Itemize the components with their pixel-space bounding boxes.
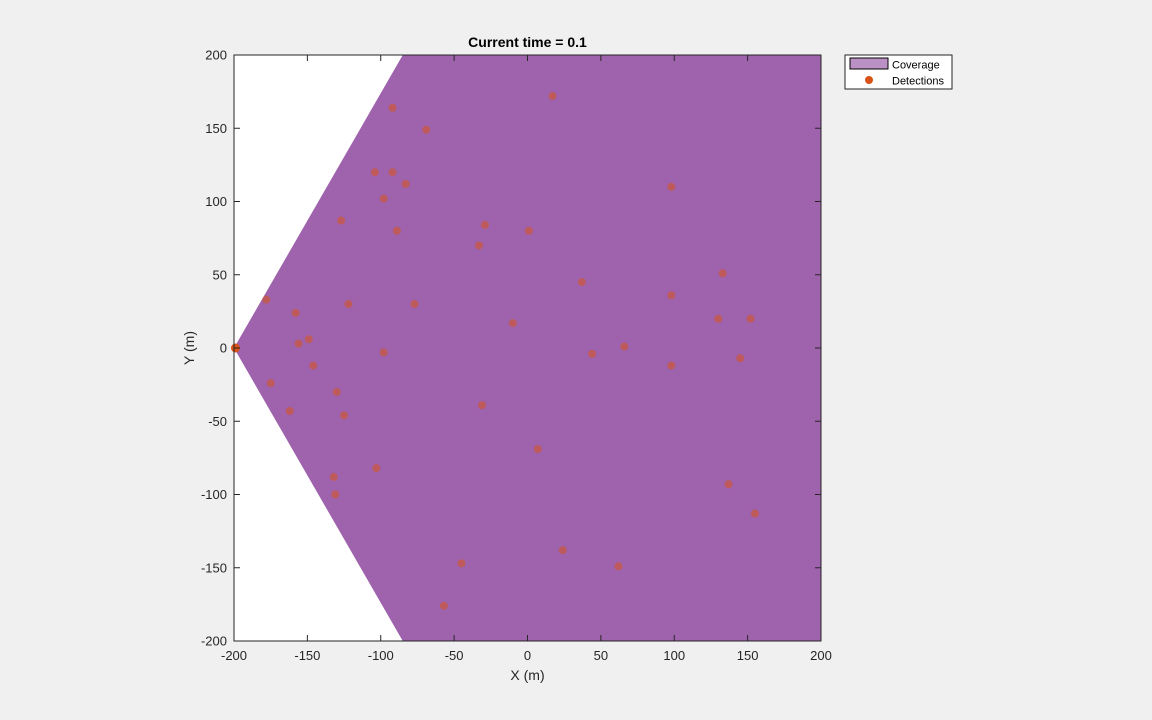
- legend-coverage-label: Coverage: [892, 60, 940, 72]
- detection-point: [714, 314, 723, 323]
- detection-point: [667, 182, 676, 191]
- legend-detections-label: Detections: [892, 76, 944, 88]
- detection-point: [620, 342, 629, 351]
- detection-point: [372, 464, 381, 473]
- y-tick-label: 100: [205, 194, 227, 209]
- detection-point: [392, 226, 401, 235]
- detection-point: [422, 125, 431, 134]
- y-tick-label: -200: [201, 634, 227, 649]
- detection-point: [524, 226, 533, 235]
- detection-point: [337, 216, 346, 225]
- detection-point: [457, 559, 466, 568]
- coverage-area: [234, 55, 821, 641]
- detection-point: [746, 314, 755, 323]
- detection-point: [388, 103, 397, 112]
- detection-point: [262, 295, 271, 304]
- detection-point: [331, 490, 340, 499]
- x-tick-label: 100: [663, 648, 685, 663]
- detection-point: [588, 349, 597, 358]
- x-tick-label: 50: [594, 648, 608, 663]
- y-tick-label: 200: [205, 48, 227, 63]
- y-tick-label: 50: [213, 267, 227, 282]
- legend-coverage-swatch: [849, 57, 889, 70]
- detection-point: [724, 480, 733, 489]
- x-axis: -200 -150 -100 -50 0 50 100 150 200: [221, 55, 832, 663]
- y-axis-label: Y (m): [181, 331, 197, 365]
- detections-layer: [262, 92, 759, 610]
- detection-point: [736, 354, 745, 363]
- detection-point: [718, 269, 727, 278]
- detection-point: [533, 445, 542, 454]
- x-tick-label: 0: [524, 648, 531, 663]
- detection-point: [508, 319, 517, 328]
- detection-point: [614, 562, 623, 571]
- x-tick-label: -100: [368, 648, 394, 663]
- detection-point: [475, 241, 484, 250]
- detection-point: [291, 308, 300, 317]
- detection-point: [480, 220, 489, 229]
- detection-point: [379, 194, 388, 203]
- detection-point: [344, 300, 353, 309]
- detection-point: [401, 179, 410, 188]
- x-tick-label: -50: [445, 648, 464, 663]
- y-tick-label: 150: [205, 121, 227, 136]
- detection-point: [332, 387, 341, 396]
- x-axis-label: X (m): [510, 667, 544, 683]
- detection-point: [285, 406, 294, 415]
- y-tick-label: 0: [220, 341, 227, 356]
- detection-point: [667, 361, 676, 370]
- detection-point: [379, 348, 388, 357]
- x-tick-label: -150: [294, 648, 320, 663]
- detection-point: [388, 168, 397, 177]
- y-tick-label: -150: [201, 560, 227, 575]
- x-tick-label: -200: [221, 648, 247, 663]
- detection-point: [558, 546, 567, 555]
- detection-point: [340, 411, 349, 420]
- detection-point: [329, 472, 338, 481]
- y-tick-label: -100: [201, 487, 227, 502]
- detection-point: [304, 335, 313, 344]
- detection-point: [266, 379, 275, 388]
- detection-point: [750, 509, 759, 518]
- x-tick-label: 150: [737, 648, 759, 663]
- detection-point: [478, 401, 487, 410]
- detection-point: [410, 300, 419, 309]
- detection-point: [667, 291, 676, 300]
- legend[interactable]: Coverage Detections: [844, 54, 953, 90]
- x-tick-label: 200: [810, 648, 832, 663]
- detection-point: [370, 168, 379, 177]
- y-tick-label: -50: [208, 414, 227, 429]
- detection-point: [439, 601, 448, 610]
- detection-point: [294, 339, 303, 348]
- detection-point: [309, 361, 318, 370]
- detection-point: [577, 278, 586, 287]
- y-axis: -200 -150 -100 -50 0 50 100 150 200: [201, 48, 821, 649]
- chart-title: Current time = 0.1: [468, 34, 587, 50]
- detection-point: [548, 92, 557, 101]
- legend-detections-marker: [865, 76, 873, 84]
